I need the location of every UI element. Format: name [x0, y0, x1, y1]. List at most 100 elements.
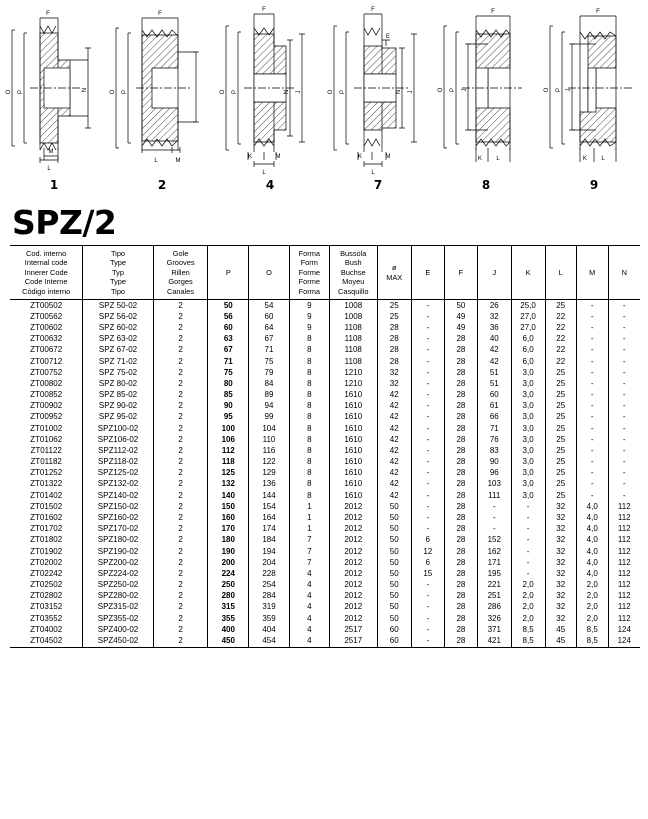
cell-J: 96: [476, 467, 512, 480]
cell-K: 27,0: [510, 311, 546, 323]
cell-forma: 4: [288, 579, 330, 591]
cell-E: -: [410, 635, 445, 648]
cell-code: ZT02242: [10, 568, 84, 580]
cell-omax: 42: [376, 434, 412, 446]
cell-L: 25: [544, 479, 577, 491]
cell-K: -: [510, 568, 546, 580]
cell-bush: 1610: [328, 434, 378, 446]
cell-L: 22: [544, 345, 577, 357]
cell-type: SPZ 67-02: [82, 345, 154, 357]
cell-bush: 1008: [328, 299, 378, 312]
cell-K: -: [510, 557, 546, 569]
cell-bush: 1108: [328, 345, 378, 357]
table-row: ZT01122 SPZ112-02 2 112 116 8 1610 42-28 83 3,0 25…: [10, 445, 640, 457]
svg-text:E: E: [386, 34, 390, 40]
table-header-row: Cod. interno Internal code Innerer Code Cod…: [10, 244, 640, 301]
cell-type: SPZ 71-02: [82, 356, 154, 368]
column-header-grooves-line-1: Grooves: [166, 258, 195, 268]
cell-code: ZT01602: [10, 512, 84, 524]
table-row: ZT00752 SPZ 75-02 2 75 79 8 1210 32-28 51 3,0 25- -: [10, 367, 640, 379]
cell-type: SPZ 90-02: [82, 400, 154, 413]
svg-text:O: O: [544, 87, 550, 92]
cell-K: 2,0: [510, 590, 546, 602]
cell-code: ZT01702: [10, 523, 84, 535]
cell-code: ZT00752: [10, 367, 84, 379]
cell-omax: 28: [376, 333, 412, 346]
cell-N: -: [607, 322, 640, 334]
table-row: ZT00562 SPZ 56-02 2 56 60 9 1008 25-49 32 27,0 22-…: [10, 311, 640, 323]
cell-N: -: [607, 345, 640, 357]
cell-code: ZT00502: [10, 299, 84, 312]
cell-omax: 42: [376, 412, 412, 424]
cell-P: 112: [207, 445, 250, 457]
cell-forma: 8: [288, 412, 330, 424]
cell-forma: 8: [288, 423, 330, 435]
cell-P: 63: [207, 333, 250, 346]
cell-K: -: [510, 546, 546, 558]
cell-bush: 2012: [328, 512, 378, 524]
cell-grooves: 2: [152, 512, 209, 524]
cell-L: 25: [544, 467, 577, 480]
cell-forma: 8: [288, 467, 330, 480]
cell-J: 32: [476, 311, 512, 323]
cell-omax: 42: [376, 467, 412, 480]
cell-forma: 8: [288, 345, 330, 357]
cell-K: 3,0: [510, 412, 546, 424]
cell-omax: 28: [376, 322, 412, 334]
cell-E: -: [410, 490, 445, 502]
cell-O: 89: [248, 389, 290, 401]
cell-P: 75: [207, 367, 250, 379]
cell-forma: 9: [288, 299, 330, 312]
figure-number-row: 1 2 4 7 8 9: [0, 175, 648, 203]
svg-text:L: L: [601, 156, 605, 162]
cell-N: -: [607, 378, 640, 390]
cell-J: -: [476, 512, 512, 524]
cell-P: 125: [207, 467, 250, 480]
cell-bush: 1610: [328, 490, 378, 502]
cell-bush: 2012: [328, 534, 378, 547]
cell-L: 25: [544, 299, 577, 312]
cell-type: SPZ355-02: [82, 613, 154, 625]
cell-O: 67: [248, 333, 290, 346]
figure-number-8: 8: [481, 178, 491, 192]
cell-K: 6,0: [510, 333, 546, 346]
cell-E: -: [410, 333, 445, 346]
cell-E: -: [410, 299, 445, 312]
cell-K: 3,0: [510, 445, 546, 457]
cell-omax: 28: [376, 356, 412, 368]
cell-forma: 8: [288, 434, 330, 446]
cell-P: 71: [207, 356, 250, 368]
cell-N: -: [607, 479, 640, 491]
cell-omax: 50: [376, 523, 412, 535]
cell-N: 124: [607, 635, 640, 648]
cell-J: 162: [476, 546, 512, 558]
cell-M: -: [575, 412, 609, 424]
cell-type: SPZ 63-02: [82, 333, 154, 346]
cell-F: 49: [443, 322, 478, 334]
cell-code: ZT00712: [10, 356, 84, 368]
cell-code: ZT00902: [10, 400, 84, 413]
cell-F: 28: [443, 434, 478, 446]
cell-bush: 2517: [328, 635, 378, 648]
cell-type: SPZ 85-02: [82, 389, 154, 401]
cell-grooves: 2: [152, 412, 209, 424]
cell-type: SPZ224-02: [82, 568, 154, 580]
figure-number-9: 9: [589, 178, 599, 192]
cell-bush: 1610: [328, 479, 378, 491]
cell-M: 8,5: [575, 635, 609, 648]
cell-bush: 1610: [328, 445, 378, 457]
cell-forma: 4: [288, 590, 330, 602]
cell-K: 25,0: [510, 299, 546, 312]
cell-omax: 50: [376, 601, 412, 614]
cell-N: -: [607, 434, 640, 446]
cell-bush: 1008: [328, 311, 378, 323]
svg-text:M: M: [386, 154, 391, 160]
cell-type: SPZ450-02: [82, 635, 154, 648]
cell-omax: 60: [376, 624, 412, 636]
cell-M: 2,0: [575, 579, 609, 591]
cell-forma: 4: [288, 568, 330, 580]
cell-N: -: [607, 333, 640, 346]
cell-J: 36: [476, 322, 512, 334]
column-header-grooves-line-3: Gorges: [168, 277, 193, 287]
cell-omax: 60: [376, 635, 412, 648]
